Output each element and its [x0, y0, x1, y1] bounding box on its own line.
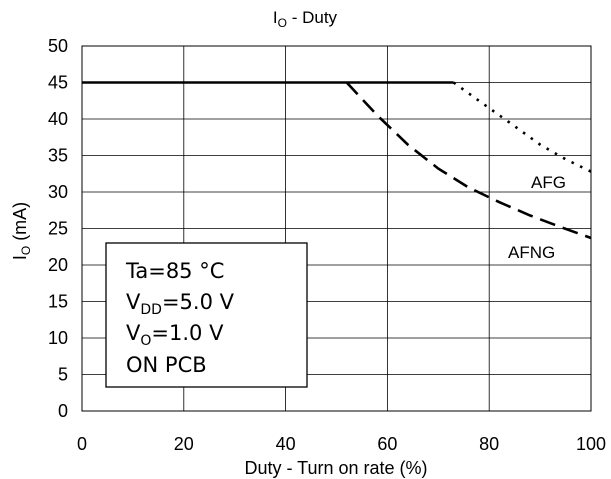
svg-text:IO (mA): IO (mA) — [10, 202, 33, 260]
y-tick-label: 5 — [58, 365, 68, 385]
x-tick-label: 0 — [77, 434, 87, 454]
y-tick-label: 30 — [48, 182, 68, 202]
x-tick-label: 80 — [479, 434, 499, 454]
x-tick-label: 40 — [276, 434, 296, 454]
annotation-afng: AFNG — [508, 243, 555, 262]
series-layer — [82, 81, 592, 240]
y-axis-label: IO (mA) — [10, 202, 33, 260]
y-tick-label: 45 — [48, 73, 68, 93]
y-tick-label: 35 — [48, 146, 68, 166]
condition-ta: Ta=85 °C — [125, 259, 224, 283]
chart-title: IO - Duty — [273, 8, 338, 30]
y-tick-label: 25 — [48, 219, 68, 239]
conditions-box: Ta=85 °C VDD=5.0 V VO=1.0 V ON PCB — [105, 242, 308, 388]
tick-labels: 0 5 10 15 20 25 30 35 40 45 50 0 20 40 60 80 100 — [48, 36, 606, 454]
conditions-frame — [105, 242, 308, 388]
plot-frame — [81, 45, 592, 412]
x-tick-label: 20 — [174, 434, 194, 454]
annotation-afg: AFG — [531, 173, 566, 192]
y-tick-label: 0 — [58, 401, 68, 421]
condition-pcb: ON PCB — [126, 353, 207, 377]
condition-vdd: VDD=5.0 V — [126, 290, 235, 318]
series-afng — [345, 81, 592, 240]
y-tick-label: 40 — [48, 109, 68, 129]
y-tick-label: 20 — [48, 255, 68, 275]
condition-vo: VO=1.0 V — [126, 321, 224, 349]
x-axis-label: Duty - Turn on rate (%) — [244, 458, 427, 478]
series-afg-dotted — [452, 81, 592, 173]
x-tick-label: 60 — [377, 434, 397, 454]
y-tick-label: 15 — [48, 292, 68, 312]
x-tick-label: 100 — [576, 434, 606, 454]
y-tick-label: 10 — [48, 328, 68, 348]
y-tick-label: 50 — [48, 36, 68, 56]
